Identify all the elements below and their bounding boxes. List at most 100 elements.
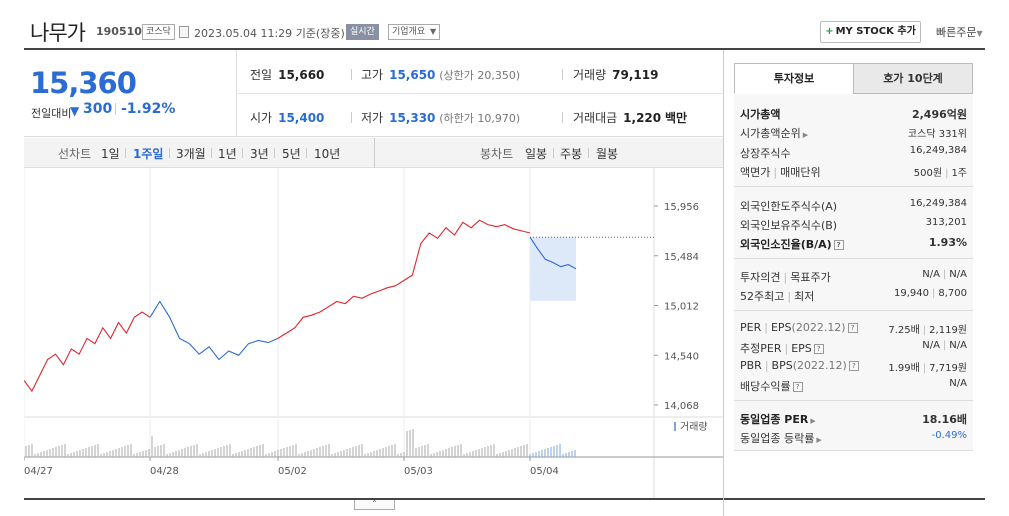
y-tick-label: 15,012 — [664, 302, 699, 313]
divider — [734, 186, 973, 187]
info-row: PBR | BPS(2022.12)? 1.99배 | 7,719원 — [740, 359, 967, 374]
tab-invest-info[interactable]: 투자정보 — [734, 63, 854, 94]
divider — [274, 148, 275, 158]
help-icon[interactable]: ? — [833, 240, 844, 250]
tab-period-3y[interactable]: 3년 — [250, 147, 269, 161]
tab-period-1d[interactable]: 1일 — [101, 147, 120, 161]
volume-label: 거래량 — [680, 421, 708, 433]
price-series-line — [277, 219, 531, 339]
document-icon[interactable] — [179, 26, 189, 38]
divider — [374, 138, 375, 168]
divider — [24, 498, 985, 500]
divider — [242, 148, 243, 158]
price-series-line — [149, 300, 279, 361]
info-row[interactable]: 동일업종 등락률 ▶ -0.49% — [740, 430, 967, 445]
plus-icon: + — [825, 26, 834, 37]
low-price: 저가 15,330 (하한가 10,970) — [361, 111, 521, 125]
collapse-toggle-button[interactable]: ⌃ — [354, 500, 395, 510]
right-panel-tabs: 투자정보 호가 10단계 — [734, 63, 973, 94]
divider — [562, 112, 563, 123]
tab-period-1y[interactable]: 1년 — [218, 147, 237, 161]
divider — [723, 50, 724, 516]
divider — [125, 148, 126, 158]
realtime-badge[interactable]: 실시간 — [346, 24, 379, 40]
stock-code: 190510 — [96, 25, 142, 38]
divider — [351, 69, 352, 80]
divider — [734, 258, 973, 259]
chevron-right-icon: ▶ — [816, 436, 822, 444]
y-tick-label: 14,540 — [664, 351, 699, 362]
quote-date: 2023.05.04 11:29 기준(장중) — [194, 27, 345, 40]
chevron-right-icon: ▶ — [810, 417, 816, 425]
help-icon[interactable]: ? — [848, 361, 859, 371]
volume-legend-swatch — [674, 422, 676, 431]
divider — [211, 148, 212, 158]
x-tick-label: 05/02 — [278, 466, 307, 477]
info-row: 액면가 | 매매단위 500원 | 1주 — [740, 166, 967, 179]
price-series-line — [24, 311, 151, 393]
tab-orderbook[interactable]: 호가 10단계 — [853, 63, 973, 94]
prev-close: 전일 15,660 — [250, 68, 325, 82]
info-row[interactable]: 시가총액순위 ▶ 코스닥 331위 — [740, 127, 967, 140]
tab-period-10y[interactable]: 10년 — [314, 147, 341, 161]
chart-tabs: 선차트 1일 1주일 3개월 1년 3년 5년 10년 봉차트 일봉 주봉 월봉 — [24, 138, 724, 168]
invest-info-panel — [734, 94, 973, 451]
tab-line-chart[interactable]: 선차트 — [58, 147, 92, 161]
divider — [553, 148, 554, 158]
price-chart-svg: 04/27 04/28 05/02 05/03 05/04 15,956 15,484 15,… — [24, 168, 723, 498]
help-icon[interactable]: ? — [813, 344, 824, 354]
divider — [306, 148, 307, 158]
stock-header: 나무가 190510 코스닥 2023.05.04 11:29 기준(장중) 실… — [24, 14, 985, 50]
price-series-line — [529, 236, 577, 270]
tab-candle-month[interactable]: 월봉 — [596, 147, 619, 161]
divider — [734, 310, 973, 311]
tab-candle-day[interactable]: 일봉 — [525, 147, 548, 161]
info-row[interactable]: 동일업종 PER ▶ 18.16배 — [740, 413, 967, 426]
divider — [169, 148, 170, 158]
info-row: 외국인한도주식수(A) 16,249,384 — [740, 198, 967, 213]
volume: 거래량 79,119 — [573, 68, 659, 82]
change-value: 300 — [83, 101, 113, 117]
info-row: PER | EPS(2022.12)? 7.25배 | 2,119원 — [740, 321, 967, 336]
info-row: 52주최고 | 최저 19,940 | 8,700 — [740, 288, 967, 303]
x-tick-label: 05/03 — [404, 466, 433, 477]
info-row: 투자의견 | 목표주가 N/A | N/A — [740, 269, 967, 284]
info-row: 외국인소진율(B/A)? 1.93% — [740, 236, 967, 251]
market-badge: 코스닥 — [142, 24, 175, 40]
y-tick-label: 15,484 — [664, 252, 699, 263]
tab-period-5y[interactable]: 5년 — [282, 147, 301, 161]
divider — [734, 400, 973, 401]
x-tick-label: 04/27 — [24, 466, 53, 477]
divider — [734, 450, 973, 451]
stock-name: 나무가 — [30, 21, 86, 45]
x-tick-label: 04/28 — [150, 466, 179, 477]
price-chart[interactable]: 04/27 04/28 05/02 05/03 05/04 15,956 15,484 15,… — [24, 168, 724, 498]
tab-period-3m[interactable]: 3개월 — [176, 147, 206, 161]
current-price: 15,360 — [30, 66, 137, 100]
help-icon[interactable]: ? — [847, 323, 858, 333]
tab-period-1w[interactable]: 1주일 — [133, 147, 164, 161]
info-row: 시가총액 2,496억원 — [740, 108, 967, 121]
trade-amount: 거래대금 1,220 백만 — [573, 111, 688, 125]
tab-candle-chart[interactable]: 봉차트 — [480, 147, 514, 161]
price-summary: 15,360 전일대비 ▼ 300 -1.92% 전일 15,660 고가 15,6… — [24, 50, 724, 137]
divider — [853, 93, 973, 94]
divider — [588, 148, 589, 158]
help-icon[interactable]: ? — [792, 382, 803, 392]
change-percent: -1.92% — [121, 101, 176, 117]
info-row: 외국인보유주식수(B) 313,201 — [740, 217, 967, 232]
chevron-down-icon: ▼ — [976, 29, 983, 38]
tab-candle-week[interactable]: 주봉 — [560, 147, 583, 161]
info-row: 추정PER | EPS? N/A | N/A — [740, 340, 967, 355]
open-price: 시가 15,400 — [250, 111, 325, 125]
x-tick-label: 05/04 — [530, 466, 559, 477]
add-mystock-button[interactable]: + MY STOCK 추가 — [820, 21, 921, 43]
company-info-dropdown[interactable]: 기업개요 ▼ — [388, 24, 441, 40]
change-label: 전일대비 — [31, 107, 72, 120]
high-price: 고가 15,650 (상한가 20,350) — [361, 68, 521, 82]
down-arrow-icon: ▼ — [70, 104, 80, 118]
quick-order-link[interactable]: 빠른주문▼ — [936, 26, 983, 39]
chevron-down-icon: ▼ — [429, 27, 437, 36]
divider — [351, 112, 352, 123]
divider — [115, 103, 116, 115]
